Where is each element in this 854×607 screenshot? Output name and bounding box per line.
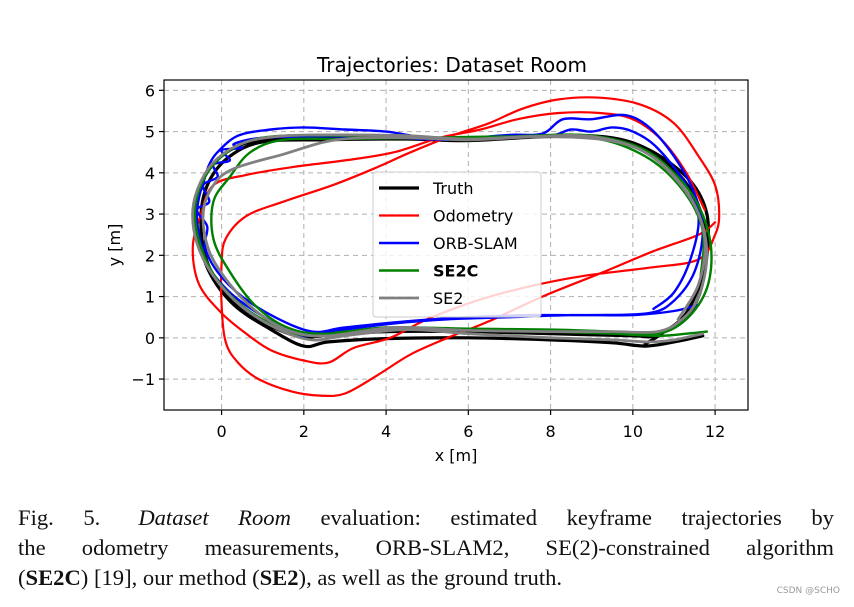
legend-label-odometry: Odometry: [433, 207, 513, 226]
x-axis-ticks: 0 2 4 6 8 10 12: [216, 410, 725, 441]
y-tick-label: 6: [145, 81, 155, 100]
caption-line-2: the odometry measurements, ORB-SLAM2, SE…: [18, 535, 834, 560]
caption-line-3: (SE2C) [19], our method (SE2), as well a…: [18, 563, 834, 593]
x-axis-label: x [m]: [435, 446, 478, 465]
legend-label-se2: SE2: [433, 289, 463, 308]
caption-text: ), as well as the ground truth.: [298, 565, 563, 590]
y-axis-label: y [m]: [105, 224, 124, 267]
x-tick-label: 6: [463, 422, 473, 441]
caption-bold-se2c: SE2C: [25, 565, 81, 590]
y-axis-ticks: −1 0 1 2 3 4 5 6: [131, 81, 164, 389]
chart-title: Trajectories: Dataset Room: [316, 53, 587, 77]
caption-dataset-name: Dataset Room: [138, 505, 291, 530]
legend-label-orb-slam: ORB-SLAM: [433, 234, 518, 253]
caption-text: evaluation: estimated keyframe trajector…: [290, 505, 834, 530]
y-tick-label: −1: [131, 370, 155, 389]
series-line-odometry: [191, 96, 721, 398]
y-tick-label: 4: [145, 164, 155, 183]
caption-text: (: [18, 565, 26, 590]
figure-caption: Fig. 5. Dataset Room evaluation: estimate…: [18, 503, 834, 593]
x-tick-label: 8: [545, 422, 555, 441]
y-tick-label: 5: [145, 123, 155, 142]
caption-bold-se2: SE2: [259, 565, 299, 590]
y-tick-label: 3: [145, 205, 155, 224]
y-tick-label: 2: [145, 246, 155, 265]
caption-line-1: Fig. 5. Dataset Room evaluation: estimate…: [18, 503, 834, 533]
caption-text: ) [19], our method (: [80, 565, 260, 590]
x-tick-label: 12: [705, 422, 725, 441]
x-tick-label: 2: [299, 422, 309, 441]
trajectory-chart: Trajectories: Dataset Room 0 2 4 6 8 10 12 −10…: [105, 53, 749, 465]
y-tick-label: 1: [145, 288, 155, 307]
series-line-se2: [191, 133, 709, 344]
series-lines: [191, 96, 721, 398]
watermark: CSDN @SCHO: [776, 586, 840, 596]
x-tick-label: 0: [216, 422, 226, 441]
figure-number: Fig. 5.: [18, 505, 101, 530]
legend-label-se2c: SE2C: [433, 262, 478, 281]
legend: Truth Odometry ORB-SLAM SE2C SE2: [372, 171, 542, 318]
y-tick-label: 0: [145, 329, 155, 348]
legend-label-truth: Truth: [432, 179, 474, 198]
x-tick-label: 4: [381, 422, 391, 441]
plot-frame: [163, 79, 749, 411]
legend-box: [372, 171, 542, 318]
x-tick-label: 10: [623, 422, 643, 441]
